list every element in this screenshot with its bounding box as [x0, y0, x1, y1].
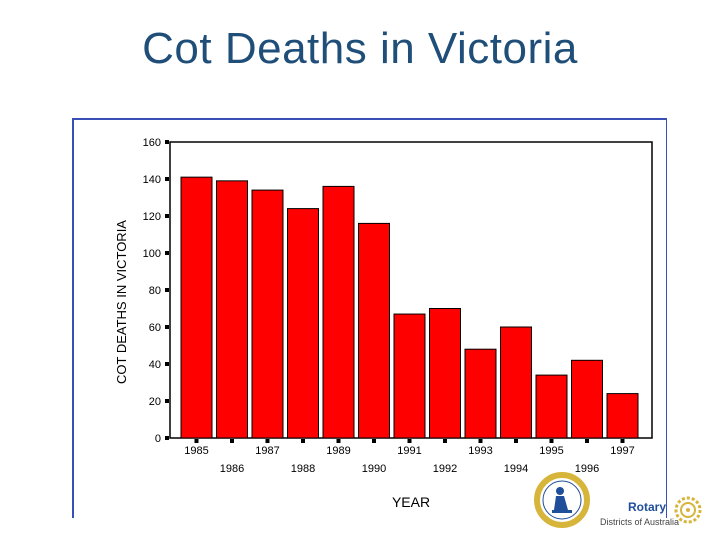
y-tick-mark — [165, 140, 169, 144]
y-tick-label: 20 — [149, 396, 161, 408]
y-tick-label: 60 — [149, 322, 161, 334]
slide-title: Cot Deaths in Victoria — [142, 24, 578, 73]
bar-chart: 0 20 40 60 80 100 120 140 160 1985 1986 1987 1988 198… — [114, 137, 653, 510]
y-tick-label: 140 — [143, 174, 161, 186]
x-tick-mark — [301, 439, 305, 443]
y-tick-mark — [165, 177, 169, 181]
rotary-wordmark: Rotary — [628, 500, 667, 514]
x-tick-mark — [549, 439, 554, 443]
y-tick-mark — [165, 436, 169, 440]
x-tick-label: 1992 — [433, 463, 457, 475]
y-axis-title: COT DEATHS IN VICTORIA — [114, 220, 129, 384]
bar — [358, 222, 390, 439]
bar — [251, 189, 284, 439]
x-tick-label: 1991 — [397, 445, 421, 457]
bar — [464, 348, 497, 439]
x-tick-label: 1988 — [291, 463, 315, 475]
y-tick-label: 120 — [143, 211, 161, 223]
y-tick-mark — [165, 251, 169, 255]
x-tick-label: 1989 — [326, 445, 350, 457]
x-tick-label: 1985 — [184, 445, 208, 457]
bar — [571, 359, 603, 439]
chart-frame: 0 20 40 60 80 100 120 140 160 1985 1986 1987 1988 198… — [72, 118, 667, 518]
australian-rotary-health-logo — [534, 472, 590, 528]
rotary-wheel-icon — [674, 496, 702, 524]
x-tick-mark — [443, 439, 447, 443]
bar — [393, 313, 426, 439]
bar — [216, 180, 248, 439]
bar — [180, 176, 213, 439]
x-tick-mark — [194, 439, 199, 443]
rotary-districts-label: Districts of Australia — [600, 517, 680, 527]
x-tick-label: 1996 — [575, 463, 599, 475]
x-tick-mark — [620, 439, 625, 443]
bar — [535, 374, 568, 439]
y-tick-label: 100 — [143, 248, 161, 260]
x-tick-label: 1994 — [504, 463, 528, 475]
x-tick-label: 1990 — [362, 463, 386, 475]
x-tick-label: 1987 — [255, 445, 279, 457]
y-tick-mark — [165, 214, 169, 218]
x-tick-mark — [230, 439, 234, 443]
y-tick-mark — [165, 325, 169, 329]
y-tick-label: 160 — [143, 137, 161, 149]
y-tick-mark — [165, 362, 169, 366]
x-axis-title: YEAR — [392, 494, 430, 510]
bar — [429, 308, 461, 439]
x-tick-mark — [336, 439, 341, 443]
y-tick-mark — [165, 288, 169, 292]
bar — [606, 393, 639, 439]
y-tick-mark — [165, 399, 169, 403]
x-tick-label: 1995 — [539, 445, 563, 457]
x-tick-mark — [265, 439, 270, 443]
y-tick-label: 0 — [155, 433, 161, 445]
x-tick-mark — [407, 439, 412, 443]
y-tick-label: 40 — [149, 359, 161, 371]
x-tick-label: 1997 — [610, 445, 634, 457]
x-tick-label: 1986 — [220, 463, 244, 475]
bar — [287, 208, 319, 439]
x-tick-mark — [372, 439, 376, 443]
x-tick-mark — [478, 439, 483, 443]
x-tick-label: 1993 — [468, 445, 492, 457]
x-tick-mark — [514, 439, 518, 443]
y-tick-label: 80 — [149, 285, 161, 297]
x-tick-mark — [585, 439, 589, 443]
bar — [322, 185, 355, 439]
bar — [500, 326, 532, 439]
